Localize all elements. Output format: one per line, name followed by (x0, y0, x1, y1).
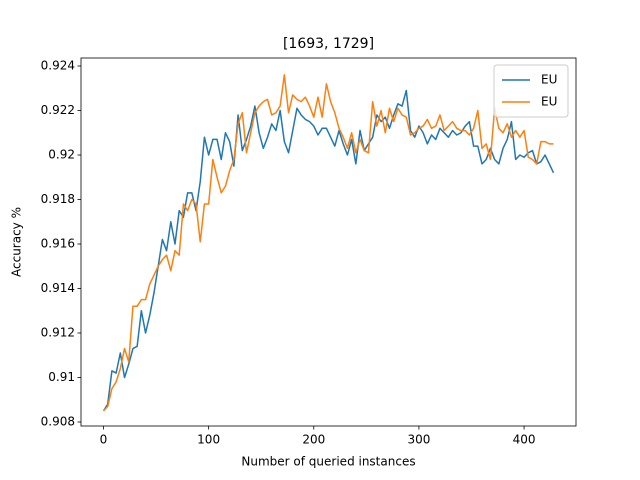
y-tick-label: 0.914 (41, 281, 75, 295)
x-tick-label: 300 (407, 433, 430, 447)
chart-title: [1693, 1729] (283, 36, 374, 52)
y-tick-label: 0.922 (41, 103, 75, 117)
legend: EU EU (493, 64, 569, 118)
axes-frame (80, 57, 577, 427)
legend-box (493, 64, 569, 118)
series-line (102, 74, 554, 412)
x-tick-label: 0 (100, 433, 108, 447)
y-tick-label: 0.912 (41, 325, 75, 339)
x-tick-label: 200 (302, 433, 325, 447)
y-tick-label: 0.924 (41, 59, 75, 73)
y-tick-label: 0.918 (41, 192, 75, 206)
series-line (102, 89, 555, 412)
legend-label: EU (541, 95, 557, 109)
x-axis-label: Number of queried instances (241, 455, 415, 469)
y-tick-label: 0.916 (41, 237, 75, 251)
legend-label: EU (541, 73, 557, 87)
y-axis-label: Accuracy % (10, 207, 24, 277)
x-tick-label: 400 (513, 433, 536, 447)
y-tick-label: 0.91 (48, 370, 75, 384)
x-tick-label: 100 (197, 433, 220, 447)
y-tick-label: 0.92 (48, 148, 75, 162)
y-tick-label: 0.908 (41, 414, 75, 428)
